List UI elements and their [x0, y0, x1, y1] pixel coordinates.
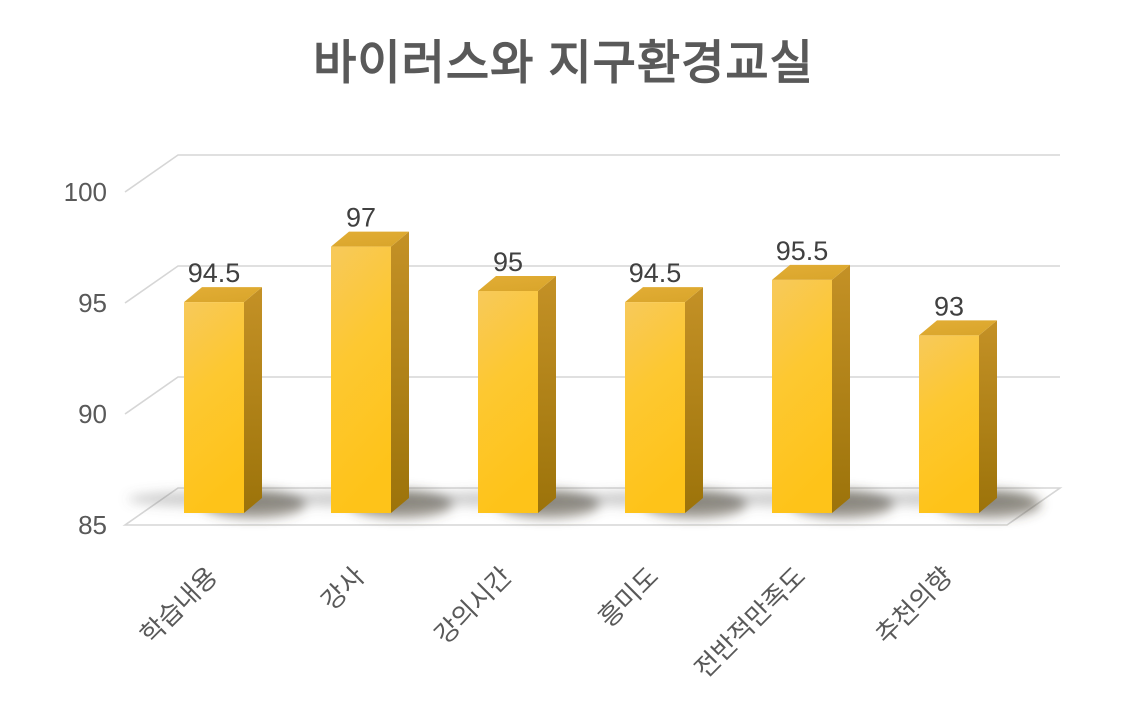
bar-front-face [772, 279, 832, 513]
chart-title: 바이러스와 지구환경교실 [313, 36, 814, 89]
data-label: 94.5 [188, 258, 241, 288]
bar-front-face [478, 291, 538, 513]
x-axis-category-label: 강사 [315, 561, 370, 616]
gridline [124, 376, 1060, 415]
y-axis-label: 100 [64, 177, 107, 207]
data-label: 95.5 [776, 236, 829, 266]
data-label: 94.5 [629, 258, 682, 288]
y-axis-label: 90 [78, 399, 107, 429]
gridline [124, 154, 1060, 193]
bar-side-face [538, 276, 556, 513]
bar-top-face [331, 231, 409, 247]
bar-top-face [184, 287, 262, 303]
y-axis-label: 95 [78, 288, 107, 318]
bar-front-face [184, 302, 244, 513]
bar-side-face [391, 231, 409, 513]
bar-front-face [625, 302, 685, 513]
bar [331, 231, 409, 513]
bar-front-face [919, 335, 979, 513]
x-axis-category-label: 추천의향 [869, 561, 958, 650]
x-axis-category-label: 전반적만족도 [689, 561, 812, 684]
bar-side-face [979, 320, 997, 513]
data-label: 97 [346, 203, 376, 233]
bar-side-face [832, 264, 850, 513]
gridline [124, 265, 1060, 304]
x-axis-category-label: 강의시간 [428, 561, 517, 650]
bar [625, 287, 703, 513]
bar-top-face [478, 276, 556, 291]
x-axis-category-label: 흥미도 [592, 561, 664, 633]
bar-side-face [244, 287, 262, 513]
bar [184, 287, 262, 513]
y-axis-label: 85 [78, 510, 107, 540]
bar-top-face [625, 287, 703, 303]
x-axis-category-label: 학습내용 [134, 561, 223, 650]
bar [919, 320, 997, 513]
bar-top-face [919, 320, 997, 336]
bar-top-face [772, 264, 850, 280]
data-label: 95 [493, 247, 523, 277]
bar [478, 276, 556, 513]
bar-side-face [685, 287, 703, 513]
data-label: 93 [934, 291, 964, 321]
bar-front-face [331, 246, 391, 513]
bar [772, 264, 850, 513]
